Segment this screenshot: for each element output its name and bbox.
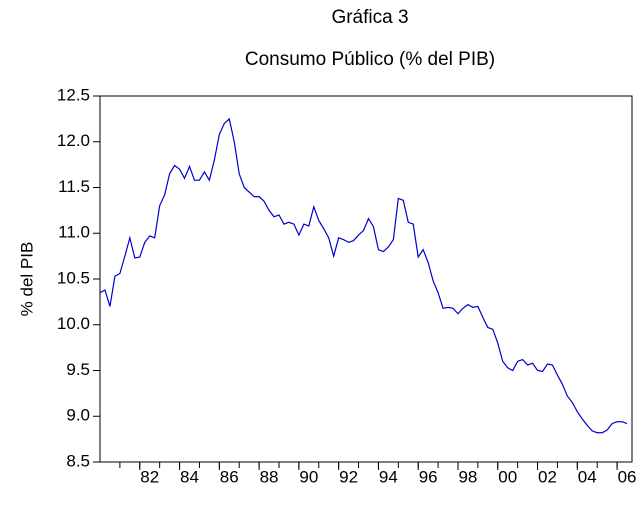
x-tick-label: 90 — [299, 467, 318, 486]
y-tick-label: 10.0 — [57, 314, 90, 333]
y-axis-label: % del PIB — [17, 242, 36, 317]
x-tick-label: 84 — [180, 467, 199, 486]
x-tick-label: 86 — [220, 467, 239, 486]
chart-subtitle: Consumo Público (% del PIB) — [245, 49, 495, 70]
x-tick-label: 98 — [458, 467, 477, 486]
x-tick-label: 88 — [260, 467, 279, 486]
y-tick-label: 8.5 — [66, 451, 90, 470]
y-tick-label: 12.0 — [57, 131, 90, 150]
y-tick-label: 11.0 — [58, 223, 90, 242]
chart-title: Gráfica 3 — [331, 7, 408, 28]
x-tick-label: 02 — [538, 467, 557, 486]
plot-frame — [99, 95, 633, 463]
x-tick-label: 00 — [498, 467, 517, 486]
y-tick-label: 10.5 — [57, 268, 90, 287]
y-tick-label: 11.5 — [58, 177, 90, 196]
x-tick-label: 04 — [578, 467, 597, 486]
y-tick-label: 9.5 — [66, 360, 90, 379]
x-tick-label: 06 — [618, 467, 637, 486]
x-tick-label: 94 — [379, 467, 398, 486]
x-tick-label: 96 — [419, 467, 438, 486]
x-tick-label: 82 — [140, 467, 159, 486]
data-line — [99, 117, 628, 434]
y-tick-label: 9.0 — [66, 406, 90, 425]
x-tick-label: 92 — [339, 467, 358, 486]
y-tick-label: 12.5 — [57, 85, 90, 104]
